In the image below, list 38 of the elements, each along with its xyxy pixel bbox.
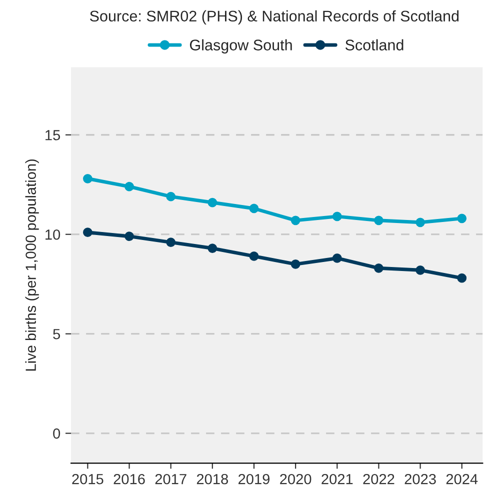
point	[290, 216, 300, 226]
point	[166, 192, 176, 202]
x-tick-label: 2020	[280, 474, 312, 484]
x-tick-label: 2019	[238, 474, 270, 484]
point	[457, 214, 467, 224]
source-note: Source: SMR02 (PHS) & National Records of Scotland	[90, 10, 459, 25]
x-tick-label: 2023	[404, 474, 436, 484]
y-tick-label: 0	[53, 428, 60, 439]
y-axis-title: Live births (per 1,000 population)	[25, 159, 39, 371]
x-tick-label: 2021	[322, 474, 353, 484]
y-tick-label: 15	[46, 130, 60, 140]
x-tick-label: 2015	[72, 474, 104, 484]
point	[249, 252, 259, 261]
point	[208, 244, 218, 253]
x-tick-label: 2017	[155, 474, 186, 484]
point	[290, 260, 300, 269]
point	[124, 182, 134, 192]
point	[166, 238, 176, 247]
point	[374, 216, 384, 226]
x-tick-label: 2018	[196, 474, 228, 484]
point	[124, 232, 134, 242]
x-tick-label: 2022	[363, 474, 394, 484]
point	[332, 254, 342, 263]
point	[457, 273, 467, 283]
point	[82, 228, 92, 238]
y-tick-label: 5	[53, 329, 60, 340]
point	[374, 263, 384, 273]
legend-label: Scotland	[345, 39, 404, 50]
legend-label: Glasgow South	[190, 39, 292, 54]
point	[416, 218, 425, 228]
x-tick-label: 2016	[114, 474, 145, 484]
point	[332, 212, 342, 222]
point	[82, 174, 92, 184]
y-tick-label: 10	[46, 229, 60, 240]
point	[416, 265, 425, 275]
x-tick-label: 2024	[446, 474, 478, 484]
point	[208, 198, 218, 208]
point	[249, 204, 259, 214]
